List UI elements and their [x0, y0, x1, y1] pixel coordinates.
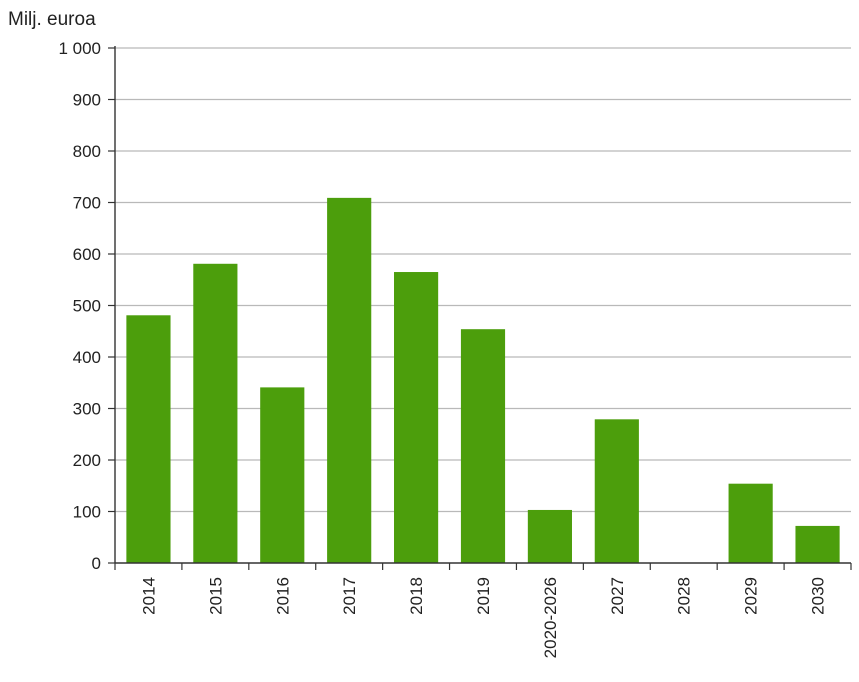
y-tick-label: 200	[73, 451, 101, 470]
x-tick-label: 2028	[675, 577, 694, 615]
axes	[108, 46, 852, 570]
y-tick-label: 1 000	[58, 39, 101, 58]
bar-2018	[394, 272, 439, 563]
x-tick-label: 2014	[139, 577, 158, 615]
bar-2017	[327, 197, 372, 564]
x-tick-labels: 2014 2015 2016 2017 2018 2019 2020-2026 2027 202…	[139, 577, 827, 658]
bar-2029	[728, 483, 773, 563]
bar-2015	[193, 263, 238, 563]
y-tick-label: 0	[92, 554, 101, 573]
y-tick-label: 100	[73, 503, 101, 522]
x-tick-label: 2027	[608, 577, 627, 615]
x-tick-label: 2019	[474, 577, 493, 615]
x-tick-label: 2016	[273, 577, 292, 615]
gridlines	[115, 47, 851, 513]
y-axis-label: Milj. euroa	[8, 9, 96, 30]
x-tick-label: 2029	[742, 577, 761, 615]
bar-2020-2026	[527, 509, 572, 563]
x-tick-label: 2015	[206, 577, 225, 615]
bar-2019	[460, 329, 506, 563]
x-tick-label: 2020-2026	[541, 577, 560, 658]
x-tick-label: 2030	[809, 577, 828, 615]
y-tick-label: 800	[73, 142, 101, 161]
x-tick-label: 2017	[340, 577, 359, 615]
y-tick-label: 300	[73, 400, 101, 419]
bar-2030	[795, 525, 840, 563]
y-tick-label: 700	[73, 194, 101, 213]
y-tick-label: 500	[73, 297, 101, 316]
x-tick-label: 2018	[407, 577, 426, 615]
bar-2027	[594, 419, 639, 563]
y-tick-label: 400	[73, 348, 101, 367]
bars	[126, 197, 840, 564]
y-tick-label: 900	[73, 91, 101, 110]
bar-2016	[260, 387, 305, 563]
y-tick-labels: 0 100 200 300 400 500 600 700 800 900 1 000	[58, 39, 101, 573]
y-tick-label: 600	[73, 245, 101, 264]
bar-2014	[126, 315, 171, 563]
